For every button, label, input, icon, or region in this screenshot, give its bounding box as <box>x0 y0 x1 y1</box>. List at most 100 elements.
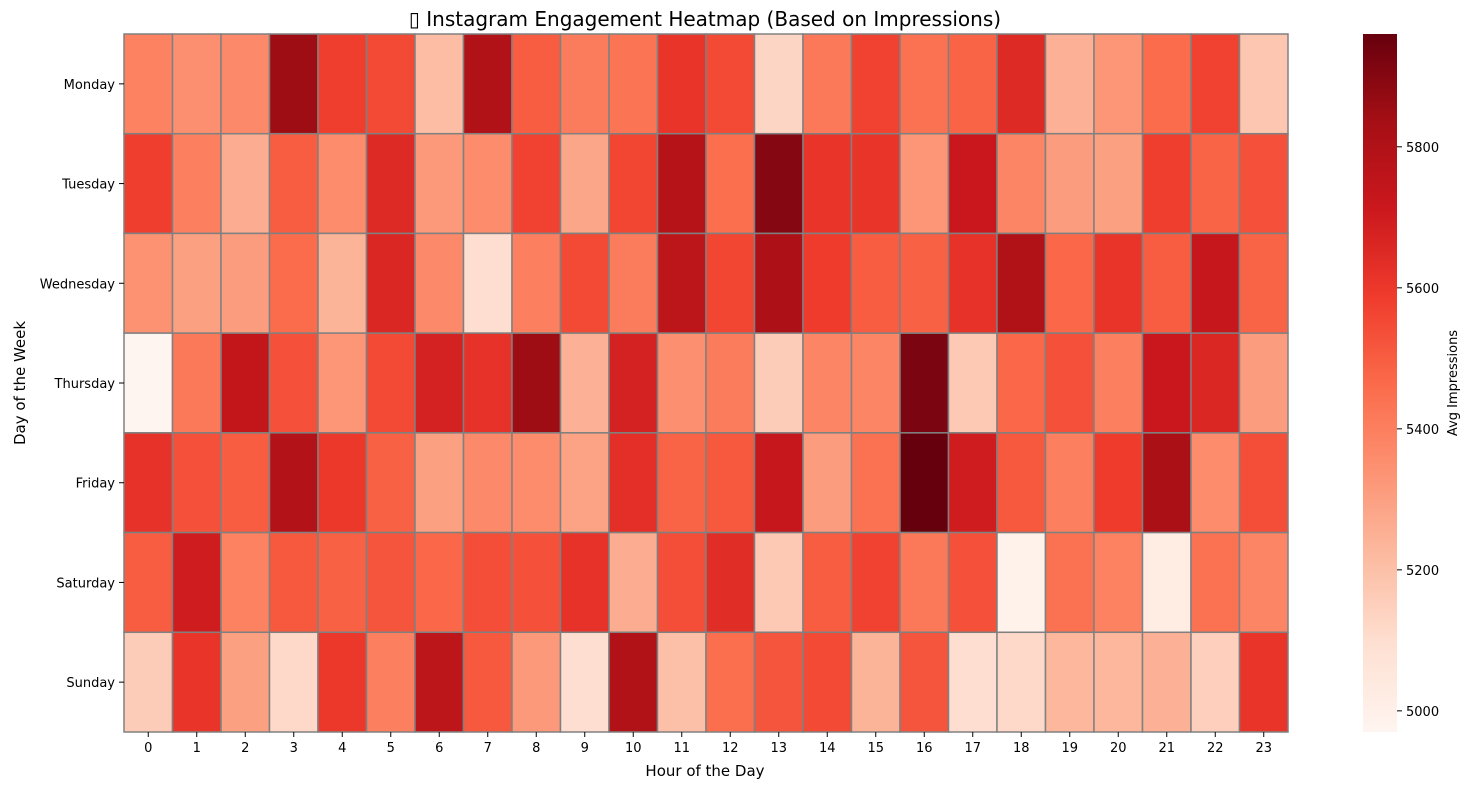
heatmap-cell <box>1190 132 1241 235</box>
y-axis-ticks: Monday Tuesday Wednesday Thursday Friday Satu… <box>40 78 124 691</box>
heatmap-cell <box>656 631 707 733</box>
heatmap-cells <box>123 33 1289 733</box>
heatmap-cell <box>705 132 756 235</box>
heatmap-cell <box>220 332 271 434</box>
heatmap-cell <box>1044 432 1095 534</box>
heatmap-cell <box>559 232 610 334</box>
heatmap-cell <box>1190 432 1241 534</box>
heatmap-cell <box>123 631 174 733</box>
heatmap-cell <box>414 631 465 733</box>
heatmap-cell <box>850 432 901 534</box>
heatmap-cell <box>705 631 756 733</box>
heatmap-cell <box>1190 332 1241 434</box>
heatmap-cell <box>899 631 950 733</box>
heatmap-cell <box>559 631 610 733</box>
heatmap-cell <box>171 631 222 733</box>
heatmap-cell <box>705 432 756 534</box>
heatmap-cell <box>1141 33 1192 135</box>
heatmap-cell <box>511 132 562 235</box>
heatmap-cell <box>1238 631 1289 733</box>
heatmap-cell <box>753 631 804 733</box>
heatmap-cell <box>947 33 998 135</box>
colorbar-tick-label: 5800 <box>1406 141 1439 156</box>
heatmap-cell <box>123 531 174 634</box>
heatmap-cell <box>365 33 416 135</box>
heatmap-cell <box>317 631 368 733</box>
heatmap-cell <box>511 531 562 634</box>
heatmap-cell <box>171 432 222 534</box>
heatmap-cell <box>365 332 416 434</box>
x-axis-label: Hour of the Day <box>645 762 764 780</box>
colorbar <box>1363 34 1397 732</box>
heatmap-cell <box>317 132 368 235</box>
colorbar-label: Avg Impressions <box>1446 330 1461 436</box>
heatmap-cell <box>705 332 756 434</box>
heatmap-cell <box>414 132 465 235</box>
y-tick-label: Friday <box>76 477 116 492</box>
heatmap-cell <box>1093 132 1144 235</box>
heatmap-cell <box>802 631 853 733</box>
heatmap-cell <box>1238 33 1289 135</box>
colorbar-ticks: 5000 5200 5400 5600 5800 <box>1397 141 1439 720</box>
heatmap-cell <box>1190 33 1241 135</box>
heatmap-cell <box>1238 232 1289 334</box>
heatmap-cell <box>996 132 1047 235</box>
colorbar-tick-label: 5600 <box>1406 282 1439 297</box>
heatmap-cell <box>317 332 368 434</box>
heatmap-cell <box>123 432 174 534</box>
heatmap-cell <box>365 232 416 334</box>
heatmap-cell <box>802 132 853 235</box>
heatmap-cell <box>753 531 804 634</box>
heatmap-cell <box>753 232 804 334</box>
heatmap-cell <box>268 631 319 733</box>
y-tick-label: Sunday <box>66 676 115 691</box>
heatmap-cell <box>511 33 562 135</box>
heatmap-cell <box>462 432 513 534</box>
heatmap-cell <box>220 432 271 534</box>
x-tick-label: 20 <box>1110 741 1127 756</box>
heatmap-cell <box>1238 531 1289 634</box>
heatmap-cell <box>123 232 174 334</box>
x-tick-label: 1 <box>193 741 201 756</box>
y-tick-label: Wednesday <box>40 277 116 292</box>
heatmap-cell <box>220 232 271 334</box>
heatmap-cell <box>365 132 416 235</box>
x-tick-label: 7 <box>484 741 492 756</box>
heatmap-cell <box>511 631 562 733</box>
heatmap-cell <box>511 232 562 334</box>
x-tick-label: 2 <box>241 741 249 756</box>
heatmap-cell <box>947 332 998 434</box>
heatmap-cell <box>511 432 562 534</box>
heatmap-cell <box>996 631 1047 733</box>
heatmap-cell <box>1093 631 1144 733</box>
x-tick-label: 15 <box>867 741 884 756</box>
x-tick-label: 10 <box>625 741 642 756</box>
heatmap-cell <box>365 432 416 534</box>
x-tick-label: 0 <box>144 741 152 756</box>
heatmap-cell <box>1141 232 1192 334</box>
heatmap-cell <box>656 531 707 634</box>
heatmap-cell <box>1238 432 1289 534</box>
heatmap-cell <box>996 232 1047 334</box>
heatmap-cell <box>1093 33 1144 135</box>
heatmap-cell <box>414 432 465 534</box>
heatmap-cell <box>608 33 659 135</box>
y-tick-label: Saturday <box>56 576 115 591</box>
heatmap-cell <box>1141 132 1192 235</box>
heatmap-cell <box>462 332 513 434</box>
x-tick-label: 19 <box>1061 741 1078 756</box>
x-tick-label: 13 <box>770 741 787 756</box>
heatmap-cell <box>220 33 271 135</box>
heatmap-cell <box>802 531 853 634</box>
heatmap-cell <box>753 132 804 235</box>
heatmap-cell <box>171 232 222 334</box>
heatmap-cell <box>1044 232 1095 334</box>
heatmap-cell <box>947 132 998 235</box>
heatmap-cell <box>220 531 271 634</box>
heatmap-cell <box>559 432 610 534</box>
heatmap-cell <box>268 232 319 334</box>
heatmap-cell <box>850 531 901 634</box>
x-tick-label: 3 <box>290 741 298 756</box>
x-tick-label: 4 <box>338 741 346 756</box>
